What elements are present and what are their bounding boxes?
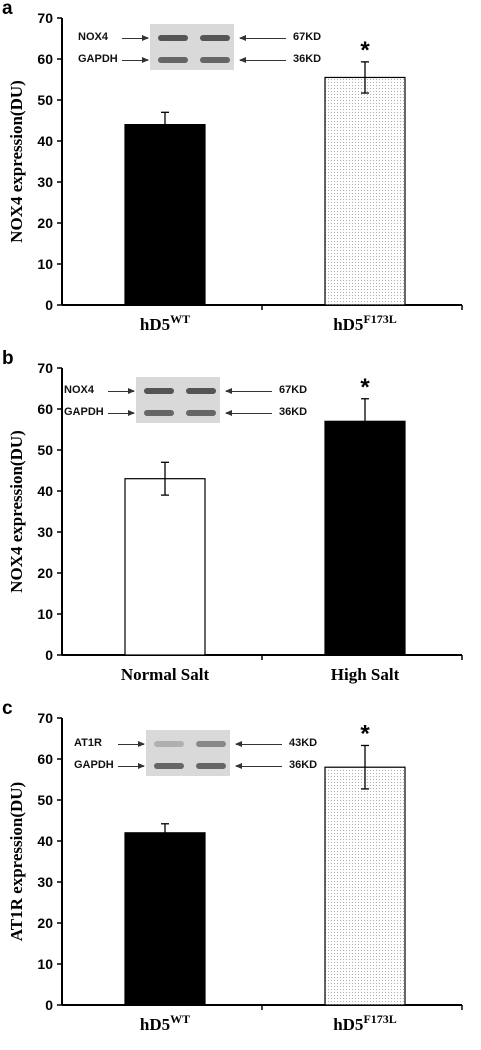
error-bar xyxy=(161,111,169,138)
blot-row-label: GAPDH xyxy=(74,759,114,771)
blot-band xyxy=(158,57,188,63)
significance-marker: * xyxy=(360,720,370,747)
y-tick-label: 0 xyxy=(45,647,53,663)
arrow-icon xyxy=(239,35,286,41)
y-tick-label: 40 xyxy=(37,133,53,149)
y-tick-label: 10 xyxy=(37,606,53,622)
x-category-label: hD5WT xyxy=(140,312,190,334)
y-tick-label: 30 xyxy=(37,524,53,540)
arrow-icon xyxy=(118,763,145,769)
blot-band xyxy=(200,57,230,63)
blot-band xyxy=(158,35,188,41)
x-category-label: Normal Salt xyxy=(121,665,210,684)
x-category-label: hD5WT xyxy=(140,1012,190,1034)
blot-band xyxy=(186,410,216,416)
y-axis-label: NOX4 expression(DU) xyxy=(7,80,26,243)
blot-band xyxy=(200,35,230,41)
blot-band xyxy=(144,410,174,416)
panel-letter: b xyxy=(2,348,14,369)
x-category-label: hD5F173L xyxy=(333,1012,397,1034)
blot-size-label: 67KD xyxy=(293,31,322,43)
y-tick-label: 70 xyxy=(37,360,53,376)
y-tick-label: 60 xyxy=(37,751,53,767)
error-bar xyxy=(161,823,169,843)
y-tick-label: 0 xyxy=(45,297,53,313)
y-tick-label: 30 xyxy=(37,174,53,190)
y-tick-label: 10 xyxy=(37,956,53,972)
y-tick-label: 70 xyxy=(37,10,53,26)
y-tick-label: 70 xyxy=(37,710,53,726)
y-tick-label: 60 xyxy=(37,401,53,417)
blot-band xyxy=(154,741,184,747)
figure-panel-a: a 0 10 20 30 40 50 60 70 hD5WT * hD5F173L NOX4 exp… xyxy=(0,0,481,350)
bar-chart: 0 10 20 30 40 50 60 70 hD5WT * hD5F173L xyxy=(37,10,463,334)
blot-band xyxy=(196,763,226,769)
bar-chart: 0 10 20 30 40 50 60 70 hD5WT * hD5F173L xyxy=(37,710,463,1034)
bar xyxy=(124,123,206,306)
y-tick-label: 0 xyxy=(45,997,53,1013)
y-tick-label: 10 xyxy=(37,256,53,272)
y-tick-label: 20 xyxy=(37,215,53,231)
blot-row-label: GAPDH xyxy=(78,53,118,65)
blot-row-label: NOX4 xyxy=(78,31,108,43)
significance-marker: * xyxy=(360,37,370,64)
y-tick-label: 40 xyxy=(37,483,53,499)
arrow-icon xyxy=(239,57,286,63)
figure-panel-b: b 0 10 20 30 40 50 60 70 Normal Salt * High Salt N… xyxy=(0,348,481,700)
y-tick-label: 40 xyxy=(37,833,53,849)
arrow-icon xyxy=(225,410,272,416)
arrow-icon xyxy=(235,763,282,769)
significance-marker: * xyxy=(360,374,370,401)
arrow-icon xyxy=(122,35,149,41)
blot-row-label: NOX4 xyxy=(64,384,94,396)
panel-letter: a xyxy=(2,0,13,19)
blot-gel-image xyxy=(146,730,230,776)
arrow-icon xyxy=(108,410,135,416)
figure-panel-c: c 0 10 20 30 40 50 60 70 hD5WT * hD5F173L AT1R exp… xyxy=(0,698,481,1050)
bar xyxy=(124,478,206,656)
blot-band xyxy=(144,388,174,394)
x-category-label: hD5F173L xyxy=(333,312,397,334)
error-bar xyxy=(361,61,369,94)
blot-gel-image xyxy=(136,377,220,423)
y-tick-label: 30 xyxy=(37,874,53,890)
y-axis-label: AT1R expression(DU) xyxy=(7,781,26,942)
blot-size-label: 43KD xyxy=(289,737,318,749)
blot-row-label: AT1R xyxy=(74,737,102,749)
arrow-icon xyxy=(118,741,145,747)
y-tick-label: 20 xyxy=(37,915,53,931)
y-axis-label: NOX4 expression(DU) xyxy=(7,430,26,593)
error-bar xyxy=(361,744,369,790)
bar xyxy=(124,832,206,1006)
blot-size-label: 36KD xyxy=(279,406,308,418)
arrow-icon xyxy=(108,388,135,394)
blot-size-label: 36KD xyxy=(293,53,322,65)
bar xyxy=(324,420,406,656)
arrow-icon xyxy=(122,57,149,63)
panel-letter: c xyxy=(2,698,13,719)
blot-size-label: 67KD xyxy=(279,384,308,396)
arrow-icon xyxy=(225,388,272,394)
error-bar xyxy=(161,461,169,496)
y-tick-label: 50 xyxy=(37,92,53,108)
bar xyxy=(324,76,406,306)
blot-row-label: GAPDH xyxy=(64,406,104,418)
blot-band xyxy=(196,741,226,747)
x-category-label: High Salt xyxy=(331,665,400,684)
y-tick-label: 50 xyxy=(37,792,53,808)
blot-band xyxy=(186,388,216,394)
error-bar xyxy=(361,398,369,445)
y-tick-label: 60 xyxy=(37,51,53,67)
y-tick-label: 20 xyxy=(37,565,53,581)
bar-chart: 0 10 20 30 40 50 60 70 Normal Salt * High Salt xyxy=(37,360,463,684)
y-tick-label: 50 xyxy=(37,442,53,458)
arrow-icon xyxy=(235,741,282,747)
blot-size-label: 36KD xyxy=(289,759,318,771)
blot-gel-image xyxy=(150,24,234,70)
bar xyxy=(324,766,406,1006)
blot-band xyxy=(154,763,184,769)
